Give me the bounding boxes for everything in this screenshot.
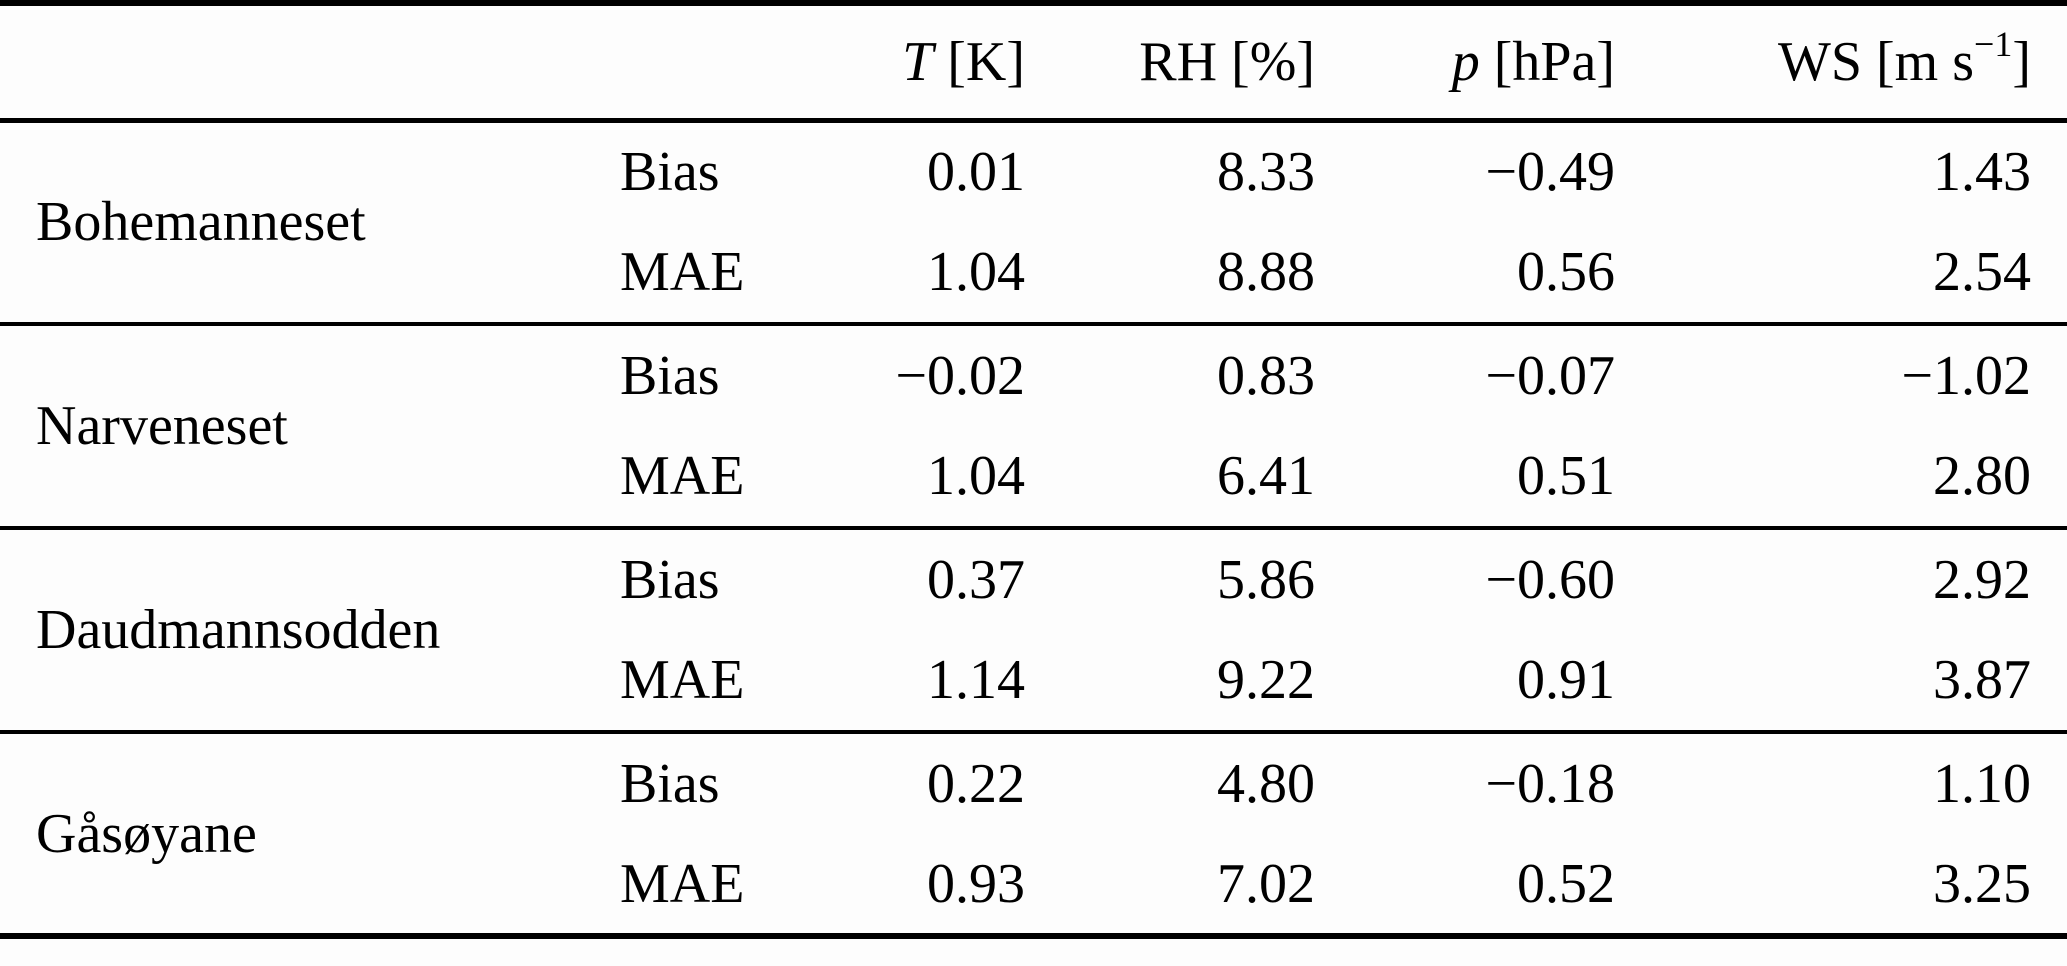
station-block-bohemanneset: Bohemanneset Bias 0.01 8.33 −0.49 1.43 M… <box>0 120 2067 324</box>
bias-windspeed: 2.92 <box>1933 549 2031 611</box>
metric-label-mae: MAE <box>620 241 745 303</box>
bias-pressure: −0.49 <box>1485 141 1615 204</box>
mae-temperature: 1.14 <box>927 649 1025 711</box>
bias-humidity: 4.80 <box>1217 753 1315 815</box>
metric-label-mae: MAE <box>620 649 745 711</box>
bias-windspeed: 1.43 <box>1933 141 2031 204</box>
mae-pressure: 0.91 <box>1517 649 1615 711</box>
station-name: Daudmannsodden <box>36 599 441 661</box>
temperature-unit: [K] <box>947 30 1025 93</box>
mae-windspeed: 2.54 <box>1933 241 2031 303</box>
humidity-symbol: RH <box>1139 30 1218 93</box>
mae-humidity: 8.88 <box>1217 241 1315 303</box>
header-metric-blank <box>620 3 875 120</box>
table-row: MAE 1.04 6.41 0.51 2.80 <box>0 426 2067 528</box>
station-metrics-table: T [K] RH [%] p [hPa] WS [m s−1] Bohemann… <box>0 0 2067 939</box>
table-header: T [K] RH [%] p [hPa] WS [m s−1] <box>0 3 2067 120</box>
pressure-unit: [hPa] <box>1493 30 1615 93</box>
table-row: Narveneset Bias −0.02 0.83 −0.07 −1.02 <box>0 324 2067 454</box>
bias-temperature: −0.02 <box>895 345 1025 407</box>
station-block-daudmannsodden: Daudmannsodden Bias 0.37 5.86 −0.60 2.92… <box>0 528 2067 732</box>
bias-pressure: −0.07 <box>1485 345 1615 407</box>
bias-pressure: −0.60 <box>1485 549 1615 611</box>
bias-humidity: 5.86 <box>1217 549 1315 611</box>
header-pressure: p [hPa] <box>1315 3 1615 120</box>
table-row: MAE 0.93 7.02 0.52 3.25 <box>0 834 2067 936</box>
bias-temperature: 0.37 <box>927 549 1025 611</box>
table-row: MAE 1.04 8.88 0.56 2.54 <box>0 222 2067 324</box>
mae-temperature: 1.04 <box>927 241 1025 303</box>
mae-windspeed: 3.87 <box>1933 649 2031 711</box>
bias-temperature: 0.01 <box>927 141 1025 204</box>
bias-humidity: 8.33 <box>1217 141 1315 204</box>
bias-windspeed: −1.02 <box>1901 345 2031 407</box>
metric-label-bias: Bias <box>620 345 720 407</box>
metric-label-bias: Bias <box>620 753 720 815</box>
mae-humidity: 7.02 <box>1217 852 1315 915</box>
bias-humidity: 0.83 <box>1217 345 1315 407</box>
header-temperature: T [K] <box>875 3 1025 120</box>
mae-temperature: 1.04 <box>927 445 1025 507</box>
header-station-blank <box>0 3 620 120</box>
mae-humidity: 9.22 <box>1217 649 1315 711</box>
bias-windspeed: 1.10 <box>1933 753 2031 815</box>
pressure-symbol: p <box>1451 30 1480 93</box>
windspeed-unit: [m s−1] <box>1876 23 2031 93</box>
table-row: MAE 1.14 9.22 0.91 3.87 <box>0 630 2067 732</box>
windspeed-exponent: −1 <box>1974 23 2013 64</box>
table-row: Gåsøyane Bias 0.22 4.80 −0.18 1.10 <box>0 732 2067 862</box>
header-row: T [K] RH [%] p [hPa] WS [m s−1] <box>0 3 2067 120</box>
temperature-symbol: T <box>902 30 934 93</box>
metric-label-mae: MAE <box>620 445 745 507</box>
metric-label-bias: Bias <box>620 549 720 611</box>
station-name: Gåsøyane <box>36 802 257 865</box>
table-row: Daudmannsodden Bias 0.37 5.86 −0.60 2.92 <box>0 528 2067 658</box>
table-row: Bohemanneset Bias 0.01 8.33 −0.49 1.43 <box>0 120 2067 250</box>
mae-windspeed: 2.80 <box>1933 445 2031 507</box>
bias-pressure: −0.18 <box>1485 753 1615 815</box>
mae-windspeed: 3.25 <box>1933 852 2031 915</box>
mae-temperature: 0.93 <box>927 852 1025 915</box>
bias-temperature: 0.22 <box>927 753 1025 815</box>
station-block-gasoyane: Gåsøyane Bias 0.22 4.80 −0.18 1.10 MAE 0… <box>0 732 2067 936</box>
metric-label-mae: MAE <box>620 852 745 915</box>
mae-pressure: 0.52 <box>1517 852 1615 915</box>
station-block-narveneset: Narveneset Bias −0.02 0.83 −0.07 −1.02 M… <box>0 324 2067 528</box>
station-name: Narveneset <box>36 395 288 457</box>
mae-pressure: 0.56 <box>1517 241 1615 303</box>
header-humidity: RH [%] <box>1025 3 1315 120</box>
header-windspeed: WS [m s−1] <box>1615 3 2067 120</box>
station-name: Bohemanneset <box>36 191 366 254</box>
mae-humidity: 6.41 <box>1217 445 1315 507</box>
windspeed-symbol: WS <box>1778 30 1863 93</box>
mae-pressure: 0.51 <box>1517 445 1615 507</box>
metric-label-bias: Bias <box>620 141 720 204</box>
humidity-unit: [%] <box>1231 30 1315 93</box>
